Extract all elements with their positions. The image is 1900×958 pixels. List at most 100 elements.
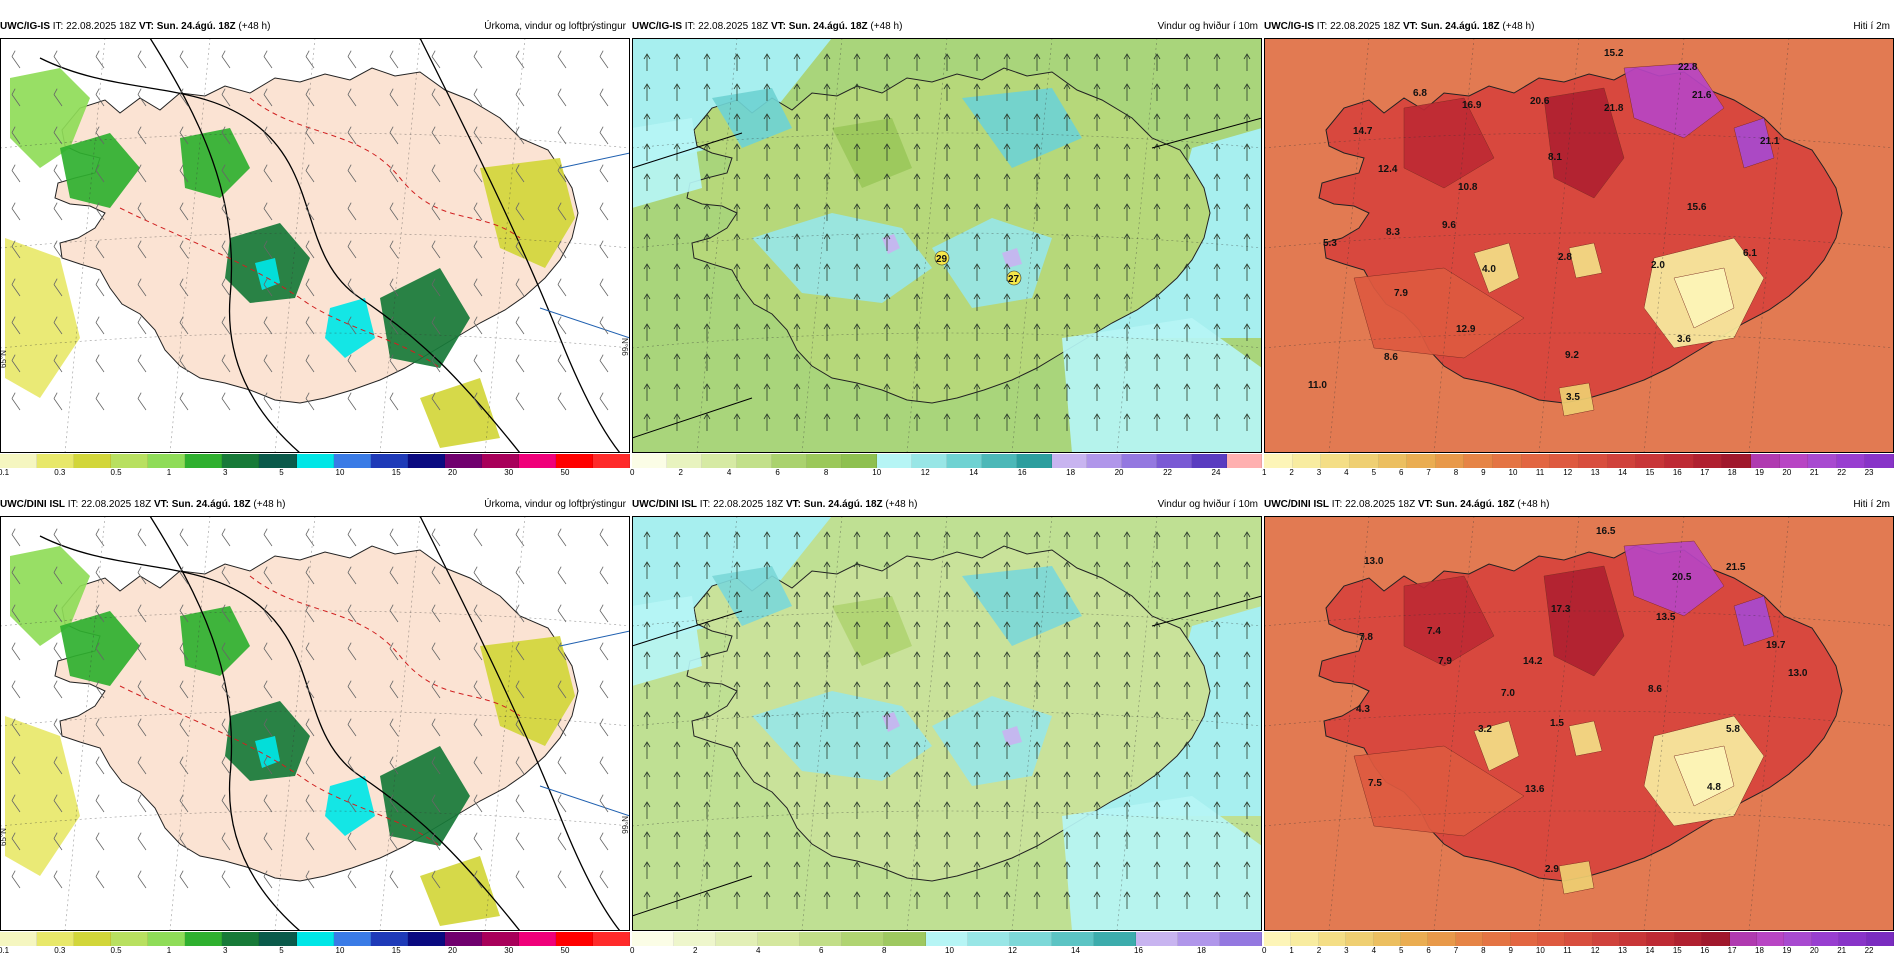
map-area[interactable]: 65°N N°66 bbox=[0, 38, 630, 453]
wind-arrow bbox=[1123, 831, 1131, 849]
wind-barb bbox=[53, 566, 63, 585]
wind-arrow bbox=[1213, 233, 1221, 251]
wind-arrow bbox=[823, 531, 831, 549]
colorbar-swatch bbox=[1052, 932, 1094, 946]
map-area[interactable]: 16.5 13.0 20.5 21.5 7.8 7.4 17.3 13.5 7.9 14.2 19.… bbox=[1264, 516, 1894, 931]
field-patch bbox=[962, 88, 1082, 168]
colorbar-ticks: 0 1 2 3 4 5 6 7 8 9 10 11 12 13 14 15 16 17 18 19 20 21 22 bbox=[1262, 946, 1894, 958]
colorbar-tick-label: 16 bbox=[1672, 468, 1682, 477]
wind-arrow bbox=[1243, 83, 1251, 101]
colorbar-swatch bbox=[222, 454, 260, 468]
wind-barb bbox=[95, 642, 105, 661]
wind-arrow bbox=[763, 561, 771, 579]
colorbar-tick-label: 7 bbox=[1453, 946, 1459, 955]
wind-barb bbox=[137, 566, 147, 585]
wind-arrow bbox=[973, 203, 981, 221]
wind-barb bbox=[473, 756, 483, 775]
wind-arrow bbox=[1123, 293, 1131, 311]
wind-barb bbox=[599, 680, 609, 699]
blue-line bbox=[559, 152, 630, 169]
wind-arrow bbox=[1033, 591, 1041, 609]
wind-arrow bbox=[643, 113, 651, 131]
colorbar-swatch bbox=[1811, 932, 1840, 946]
wind-arrow bbox=[703, 233, 711, 251]
wind-barb bbox=[515, 126, 525, 145]
colorbar-ticks: 0.1 0.3 0.5 1 3 5 10 15 20 30 50 bbox=[0, 946, 630, 958]
map-area[interactable]: 15.2 22.8 6.8 14.7 16.9 20.6 21.8 21.6 21.1 12.4 8… bbox=[1264, 38, 1894, 453]
wind-arrow bbox=[973, 801, 981, 819]
wind-barb bbox=[263, 870, 273, 889]
wind-arrow bbox=[1153, 323, 1161, 341]
wind-arrow bbox=[823, 771, 831, 789]
wind-barb bbox=[11, 50, 21, 69]
map-area[interactable]: 29 27 bbox=[632, 38, 1262, 453]
wind-barb bbox=[557, 566, 567, 585]
wind-arrow bbox=[913, 173, 921, 191]
wind-arrow bbox=[1063, 771, 1071, 789]
wind-arrow bbox=[763, 801, 771, 819]
wind-barb bbox=[599, 164, 609, 183]
wind-barb bbox=[95, 680, 105, 699]
wind-arrow bbox=[643, 651, 651, 669]
wind-arrow bbox=[643, 83, 651, 101]
map-area[interactable] bbox=[632, 516, 1262, 931]
wind-arrow bbox=[673, 233, 681, 251]
colorbar-tick-label: 1 bbox=[1262, 468, 1267, 477]
wind-arrow bbox=[1093, 323, 1101, 341]
wind-barb bbox=[305, 604, 315, 623]
colorbar-swatch bbox=[1192, 454, 1227, 468]
wind-arrow bbox=[1003, 861, 1011, 879]
wind-barb bbox=[557, 642, 567, 661]
wind-arrow bbox=[823, 711, 831, 729]
map-value-label: 11.0 bbox=[1308, 380, 1327, 391]
wind-barb bbox=[431, 718, 441, 737]
wind-arrow bbox=[1033, 891, 1041, 909]
colorbar-swatch bbox=[1779, 454, 1809, 468]
wind-barb bbox=[221, 680, 231, 699]
colorbar-swatch bbox=[667, 454, 702, 468]
wind-barb bbox=[431, 528, 441, 547]
colorbar-tick-label: 15 bbox=[391, 946, 401, 955]
wind-arrow bbox=[673, 293, 681, 311]
colorbar-tick-label: 18 bbox=[1197, 946, 1206, 955]
wind-arrow bbox=[643, 233, 651, 251]
wind-barb bbox=[221, 566, 231, 585]
wind-barb bbox=[221, 202, 231, 221]
field-patch bbox=[325, 776, 375, 836]
wind-arrow bbox=[1243, 861, 1251, 879]
wind-barb bbox=[221, 392, 231, 411]
wind-barb bbox=[137, 50, 147, 69]
model-name: UWC/DINI ISL bbox=[0, 499, 65, 510]
wind-arrow bbox=[823, 53, 831, 71]
map-area[interactable]: 65°N N°66 bbox=[0, 516, 630, 931]
field-patch bbox=[1062, 796, 1262, 931]
wind-arrow bbox=[1213, 173, 1221, 191]
graticule-line bbox=[1264, 810, 1894, 827]
wind-arrow bbox=[1033, 323, 1041, 341]
colorbar-tick-label: 20 bbox=[1782, 468, 1792, 477]
wind-arrow bbox=[883, 353, 891, 371]
colorbar-tick-label: 2 bbox=[1316, 946, 1322, 955]
map-frame bbox=[0, 38, 630, 453]
wind-arrow bbox=[733, 113, 741, 131]
wind-barb bbox=[179, 680, 189, 699]
wind-barb bbox=[137, 164, 147, 183]
wind-arrow bbox=[763, 681, 771, 699]
wind-arrow bbox=[643, 771, 651, 789]
wind-arrow bbox=[883, 383, 891, 401]
wind-barb bbox=[389, 202, 399, 221]
colorbar-tick-label: 10 bbox=[335, 946, 345, 955]
colorbar-tick-label: 18 bbox=[1755, 946, 1764, 955]
wind-arrow bbox=[673, 353, 681, 371]
map-value-label: 4.0 bbox=[1482, 264, 1496, 275]
wind-arrow bbox=[943, 293, 951, 311]
wind-arrow bbox=[703, 413, 711, 431]
colorbar-swatch bbox=[1537, 932, 1566, 946]
wind-arrow bbox=[1093, 383, 1101, 401]
wind-arrow bbox=[1183, 621, 1191, 639]
wind-arrow bbox=[823, 293, 831, 311]
colorbar-swatch bbox=[1378, 454, 1408, 468]
wind-barb bbox=[221, 718, 231, 737]
wind-arrow bbox=[943, 711, 951, 729]
wind-barb bbox=[53, 354, 63, 373]
